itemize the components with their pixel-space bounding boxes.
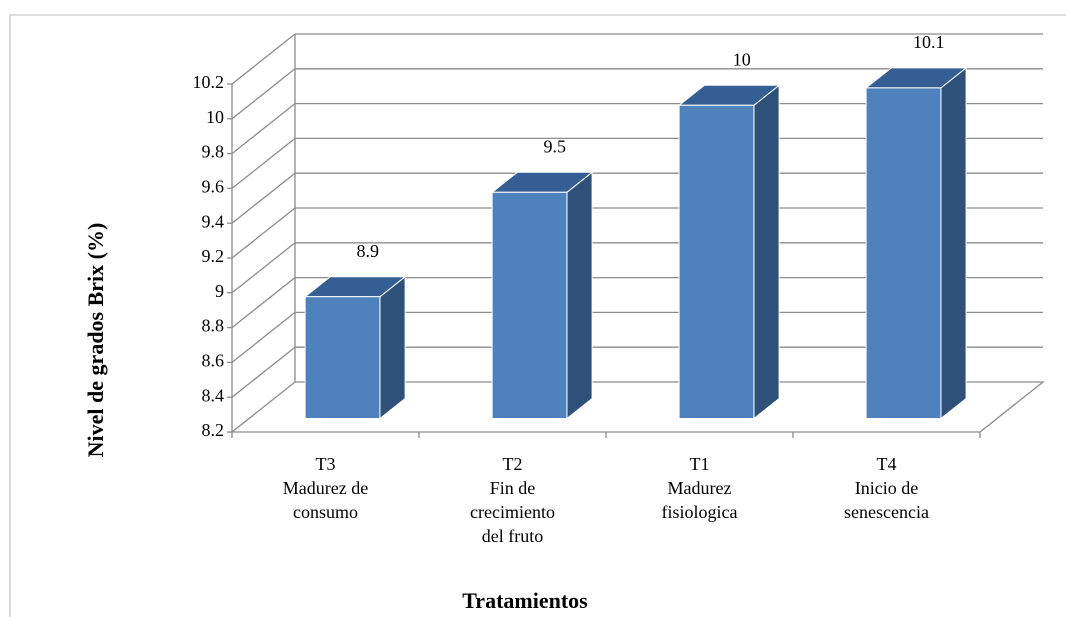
data-label: 10.1 [913, 32, 945, 52]
grid-line [231, 346, 296, 398]
y-tick-label: 10 [206, 107, 224, 127]
y-tick-label: 9.6 [202, 177, 225, 197]
x-tick-label: T4 [877, 454, 897, 474]
bar [865, 87, 942, 420]
x-tick-label: crecimiento [470, 502, 555, 522]
y-tick-label: 8.8 [202, 316, 225, 336]
x-tick-label: T3 [316, 454, 336, 474]
y-tick-label: 8.6 [202, 351, 225, 371]
grid-line [231, 137, 296, 189]
grid-line [231, 277, 296, 329]
data-label: 8.9 [356, 241, 379, 261]
grid-line [231, 33, 296, 85]
y-tick-label: 9.8 [202, 142, 225, 162]
bar-side [940, 66, 967, 420]
x-tick-label: Inicio de [855, 478, 918, 498]
x-axis-title: Tratamientos [462, 588, 588, 613]
x-tick-label: fisiologica [662, 502, 738, 522]
x-tick-label: Madurez de [283, 478, 368, 498]
grid-line [231, 68, 296, 120]
grid-line [231, 172, 296, 224]
x-tick-label: Fin de [490, 478, 536, 498]
y-tick-label: 9.2 [202, 246, 225, 266]
grid-line [231, 311, 296, 363]
grid-line [231, 207, 296, 259]
x-tick-label: T2 [503, 454, 523, 474]
grid-line [231, 242, 296, 294]
grid-line [231, 103, 296, 155]
x-tick-label: T1 [690, 454, 710, 474]
y-tick-label: 8.2 [202, 420, 225, 440]
bar-side [753, 84, 780, 420]
y-tick-label: 9 [215, 281, 224, 301]
x-tick-label: consumo [293, 502, 358, 522]
bar [678, 104, 755, 420]
y-axis-title: Nivel de grados Brix (%) [83, 223, 108, 458]
y-tick-label: 8.4 [202, 385, 225, 405]
y-tick-label: 9.4 [202, 211, 225, 231]
y-tick-label: 10.2 [193, 72, 225, 92]
x-tick-label: senescencia [844, 502, 929, 522]
x-tick-label: del fruto [482, 526, 543, 546]
bar [304, 296, 381, 420]
data-label: 10 [733, 49, 751, 69]
bar-side [379, 275, 406, 420]
floor [230, 381, 1045, 433]
bar-side [566, 171, 593, 420]
data-label: 9.5 [543, 136, 566, 156]
x-tick-label: Madurez [668, 478, 732, 498]
bar [491, 191, 568, 419]
